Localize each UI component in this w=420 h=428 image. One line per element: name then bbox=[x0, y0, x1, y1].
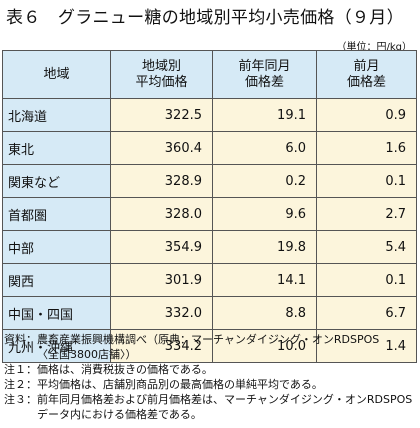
table-row: 関西 301.9 14.1 0.1 bbox=[2, 263, 417, 297]
header-mom-diff-line2: 価格差 bbox=[346, 74, 386, 90]
average-price-cell: 354.9 bbox=[110, 230, 213, 264]
yoy-diff-cell: 0.2 bbox=[212, 164, 317, 198]
header-mom-diff-line1: 前月 bbox=[353, 58, 380, 74]
average-price-cell: 301.9 bbox=[110, 263, 213, 297]
yoy-diff-cell: 9.6 bbox=[212, 197, 317, 231]
average-price-cell: 332.0 bbox=[110, 296, 213, 330]
yoy-diff-cell: 8.8 bbox=[212, 296, 317, 330]
note-1-label: 注１： bbox=[4, 363, 37, 376]
region-cell: 九州・沖縄 bbox=[2, 329, 111, 363]
region-cell: 北海道 bbox=[2, 98, 111, 132]
header-yoy-diff: 前年同月 価格差 bbox=[212, 50, 317, 99]
region-cell: 中国・四国 bbox=[2, 296, 111, 330]
note-2-text: 平均価格は、店舗別商品別の最高価格の単純平均である。 bbox=[37, 378, 323, 391]
mom-diff-cell: 6.7 bbox=[316, 296, 417, 330]
table-header-row: 地域 地域別 平均価格 前年同月 価格差 前月 価格差 bbox=[2, 50, 417, 99]
source-note-text: 農畜産業振興機構調べ（原典：マーチャンダイジング・オンRDSPOS 〈全国380… bbox=[37, 332, 416, 362]
header-region-line1: 地域 bbox=[43, 66, 70, 82]
table-row: 北海道 322.5 19.1 0.9 bbox=[2, 98, 417, 132]
source-note: 資料： 農畜産業振興機構調べ（原典：マーチャンダイジング・オンRDSPOS 〈全… bbox=[4, 332, 416, 362]
note-3-label: 注３： bbox=[4, 393, 37, 406]
region-cell: 関東など bbox=[2, 164, 111, 198]
region-cell: 首都圏 bbox=[2, 197, 111, 231]
note-2: 注２： 平均価格は、店舗別商品別の最高価格の単純平均である。 bbox=[4, 377, 416, 392]
document-title: 表６ グラニュー糖の地域別平均小売価格（９月） bbox=[6, 8, 404, 28]
yoy-diff-cell: 19.8 bbox=[212, 230, 317, 264]
price-table: 地域 地域別 平均価格 前年同月 価格差 前月 価格差 北海道 322.5 bbox=[2, 50, 417, 363]
header-average-price-line1: 地域別 bbox=[141, 58, 181, 74]
source-note-line2: 〈全国3800店舗〉） bbox=[37, 348, 137, 361]
average-price-cell: 360.4 bbox=[110, 131, 213, 165]
region-cell: 東北 bbox=[2, 131, 111, 165]
yoy-diff-cell: 6.0 bbox=[212, 131, 317, 165]
header-yoy-diff-line2: 価格差 bbox=[244, 74, 284, 90]
average-price-cell: 328.0 bbox=[110, 197, 213, 231]
average-price-cell: 334.2 bbox=[110, 329, 213, 363]
mom-diff-cell: 1.6 bbox=[316, 131, 417, 165]
mom-diff-cell: 2.7 bbox=[316, 197, 417, 231]
yoy-diff-cell: 19.1 bbox=[212, 98, 317, 132]
note-3: 注３： 前年同月価格差および前月価格差は、マーチャンダイジング・オンRDSPOS… bbox=[4, 392, 416, 422]
note-3-text: 前年同月価格差および前月価格差は、マーチャンダイジング・オンRDSPOSデータ内… bbox=[37, 393, 413, 421]
source-note-line1: 農畜産業振興機構調べ（原典：マーチャンダイジング・オンRDSPOS bbox=[37, 333, 380, 346]
header-region: 地域 bbox=[2, 50, 111, 99]
note-1-text: 価格は、消費税抜きの価格である。 bbox=[37, 363, 213, 376]
region-cell: 中部 bbox=[2, 230, 111, 264]
yoy-diff-cell: 10.0 bbox=[212, 329, 317, 363]
mom-diff-cell: 0.1 bbox=[316, 263, 417, 297]
header-yoy-diff-line1: 前年同月 bbox=[238, 58, 291, 74]
note-1: 注１： 価格は、消費税抜きの価格である。 bbox=[4, 362, 416, 377]
note-2-label: 注２： bbox=[4, 378, 37, 391]
region-cell: 関西 bbox=[2, 263, 111, 297]
yoy-diff-cell: 14.1 bbox=[212, 263, 317, 297]
average-price-cell: 328.9 bbox=[110, 164, 213, 198]
header-average-price: 地域別 平均価格 bbox=[110, 50, 213, 99]
unit-label: （単位：円/kg） bbox=[336, 42, 412, 53]
table-row: 首都圏 328.0 9.6 2.7 bbox=[2, 197, 417, 231]
mom-diff-cell: 0.1 bbox=[316, 164, 417, 198]
mom-diff-cell: 0.9 bbox=[316, 98, 417, 132]
table-row: 関東など 328.9 0.2 0.1 bbox=[2, 164, 417, 198]
table-row: 東北 360.4 6.0 1.6 bbox=[2, 131, 417, 165]
notes-section: 資料： 農畜産業振興機構調べ（原典：マーチャンダイジング・オンRDSPOS 〈全… bbox=[4, 332, 416, 422]
header-mom-diff: 前月 価格差 bbox=[316, 50, 417, 99]
average-price-cell: 322.5 bbox=[110, 98, 213, 132]
table-row: 中部 354.9 19.8 5.4 bbox=[2, 230, 417, 264]
header-average-price-line2: 平均価格 bbox=[135, 74, 188, 90]
table-row: 九州・沖縄 334.2 10.0 1.4 bbox=[2, 329, 417, 363]
source-note-label: 資料： bbox=[4, 333, 37, 346]
mom-diff-cell: 5.4 bbox=[316, 230, 417, 264]
mom-diff-cell: 1.4 bbox=[316, 329, 417, 363]
table-row: 中国・四国 332.0 8.8 6.7 bbox=[2, 296, 417, 330]
